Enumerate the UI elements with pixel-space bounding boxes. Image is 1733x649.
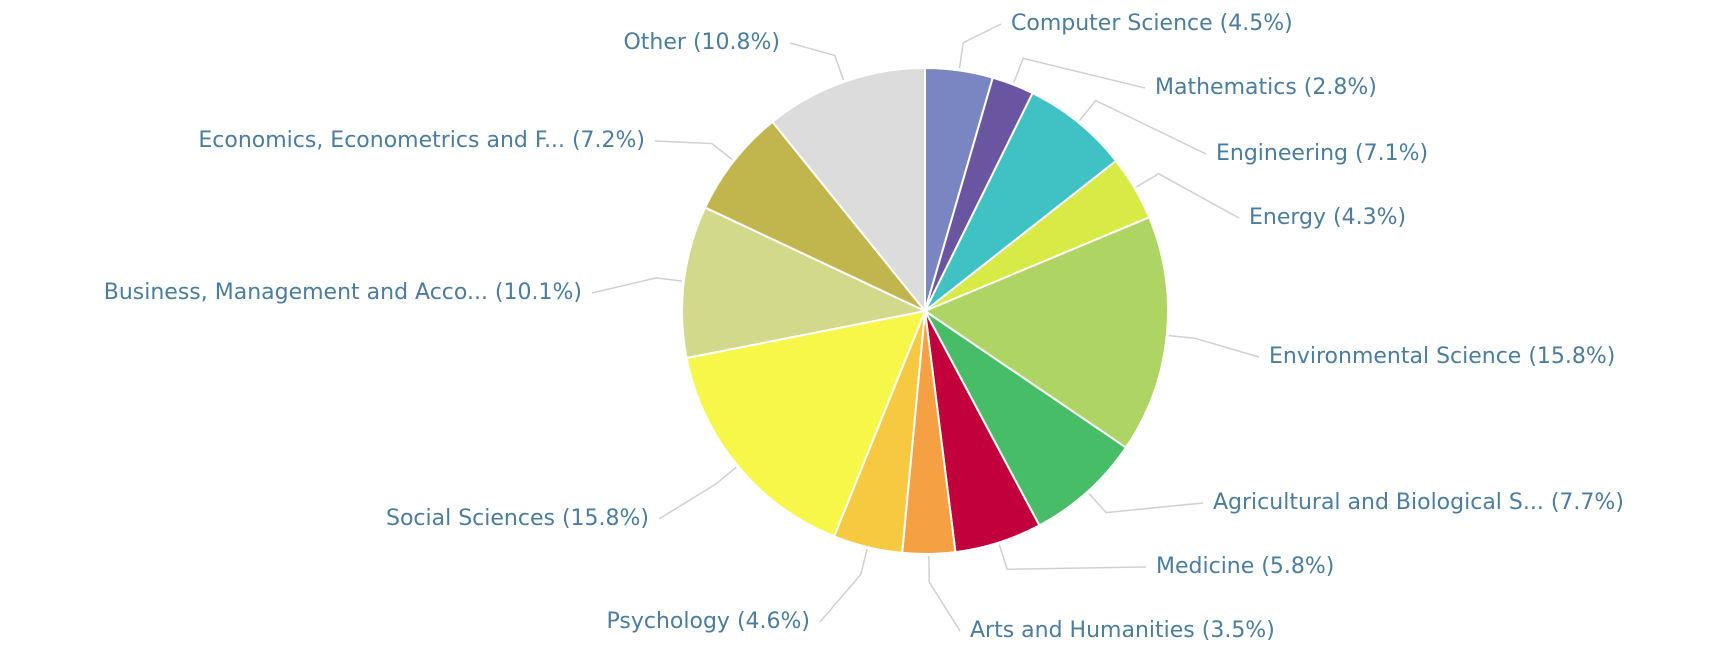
slice-label: Engineering (7.1%): [1216, 141, 1428, 166]
connector-line: [958, 23, 1002, 69]
connector-line: [1088, 492, 1204, 514]
slice-label: Agricultural and Biological S... (7.7%): [1213, 490, 1624, 515]
slice-label: Energy (4.3%): [1249, 205, 1406, 230]
pie-slice: [922, 215, 1169, 449]
connector-line: [658, 466, 737, 520]
slice-label: Computer Science (4.5%): [1011, 11, 1293, 36]
slice-label: Social Sciences (15.8%): [386, 506, 649, 531]
pie-slice: [685, 309, 927, 538]
pie-slice: [924, 310, 1128, 527]
slice-label: Economics, Econometrics and F... (7.2%): [198, 128, 645, 153]
connector-line: [1135, 172, 1240, 219]
slice-label: Business, Management and Acco... (10.1%): [104, 280, 582, 305]
slice-label: Arts and Humanities (3.5%): [970, 618, 1275, 643]
connector-line: [1013, 57, 1146, 89]
slice-label: Psychology (4.6%): [607, 609, 810, 634]
slice-label: Medicine (5.8%): [1156, 554, 1334, 579]
slice-label: Mathematics (2.8%): [1155, 75, 1377, 100]
connector-line: [1078, 99, 1207, 155]
connector-line: [928, 555, 961, 632]
connector-line: [1168, 334, 1260, 358]
connector-line: [998, 544, 1147, 571]
slice-label: Environmental Science (15.8%): [1269, 344, 1615, 369]
connector-line: [654, 140, 733, 161]
pie-slice: [924, 91, 1118, 312]
slice-label: Other (10.8%): [623, 30, 780, 55]
pie-slice: [681, 206, 929, 360]
pie-slice: [771, 66, 926, 314]
pie-slice: [703, 120, 926, 312]
connector-line: [789, 42, 845, 81]
connector-line: [819, 548, 868, 623]
connector-line: [591, 277, 682, 294]
